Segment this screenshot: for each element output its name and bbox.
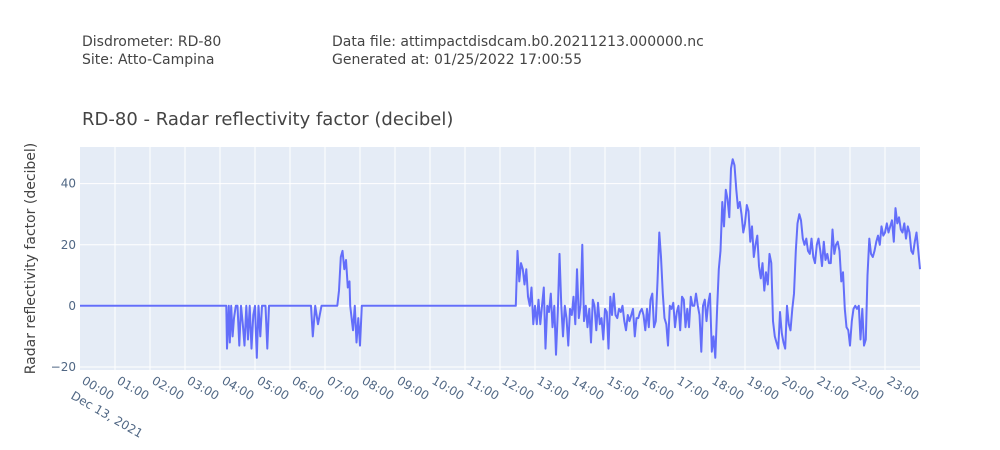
disdrometer-label: Disdrometer: RD-80: [82, 34, 222, 50]
y-tick-label: 0: [68, 299, 76, 313]
series-group: [80, 158, 921, 359]
x-tick-label: 23:00: [885, 373, 922, 402]
x-tick-label: 08:00: [360, 373, 397, 402]
grid-lines: [80, 147, 920, 370]
x-tick-label: 14:00: [570, 373, 607, 402]
x-tick-label: 11:00: [465, 373, 502, 402]
y-tick-label: 40: [61, 177, 76, 191]
x-tick-label: 06:00: [290, 373, 327, 402]
x-tick-label: 10:00: [430, 373, 467, 402]
chart-title: RD-80 - Radar reflectivity factor (decib…: [82, 109, 454, 130]
x-tick-label: 19:00: [745, 373, 782, 402]
series-line-0[interactable]: [80, 158, 921, 359]
y-tick-label: 20: [61, 238, 76, 252]
x-tick-label: 07:00: [325, 373, 362, 402]
generated-at-label: Generated at: 01/25/2022 17:00:55: [332, 52, 582, 68]
x-tick-label: 22:00: [850, 373, 887, 402]
y-tick-label: −20: [51, 360, 76, 374]
x-tick-label: 05:00: [255, 373, 292, 402]
site-label: Site: Atto-Campina: [82, 52, 215, 68]
file-metadata-left: Disdrometer: RD-80 Site: Atto-Campina: [82, 33, 221, 69]
x-tick-label: 02:00: [150, 373, 187, 402]
x-tick-label: 01:00: [115, 373, 152, 402]
x-tick-label: 09:00: [395, 373, 432, 402]
x-tick-label: 20:00: [780, 373, 817, 402]
file-metadata-right: Data file: attimpactdisdcam.b0.20211213.…: [332, 33, 704, 69]
x-tick-label: 04:00: [220, 373, 257, 402]
x-tick-label: 13:00: [535, 373, 572, 402]
y-axis: −20 0 20 40: [51, 177, 76, 374]
data-file-label: Data file: attimpactdisdcam.b0.20211213.…: [332, 34, 704, 50]
x-tick-label: 03:00: [185, 373, 222, 402]
x-tick-label: 17:00: [675, 373, 712, 402]
y-axis-title: Radar reflectivity factor (decibel): [23, 143, 39, 375]
x-tick-label: 18:00: [710, 373, 747, 402]
x-tick-label: 12:00: [500, 373, 537, 402]
x-axis: 00:0001:0002:0003:0004:0005:0006:0007:00…: [80, 373, 922, 402]
x-tick-label: 21:00: [815, 373, 852, 402]
x-tick-label: 15:00: [605, 373, 642, 402]
x-tick-label: 16:00: [640, 373, 677, 402]
